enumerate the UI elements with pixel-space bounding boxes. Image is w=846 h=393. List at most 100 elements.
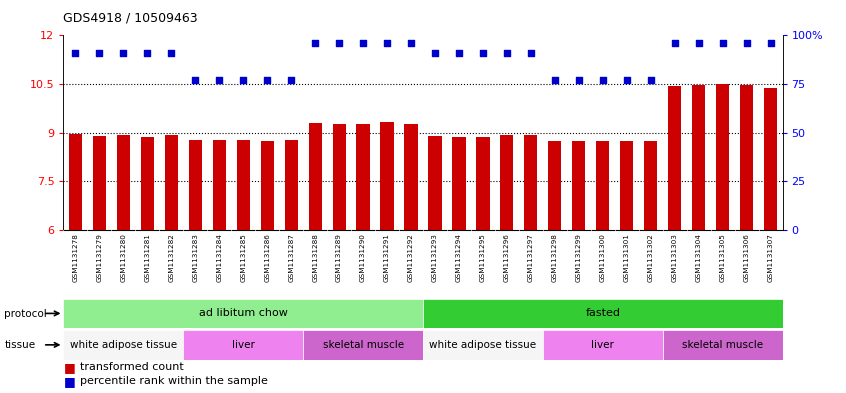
Text: tissue: tissue bbox=[4, 340, 36, 350]
Text: GSM1131307: GSM1131307 bbox=[767, 233, 773, 282]
Point bbox=[236, 77, 250, 83]
Text: GSM1131301: GSM1131301 bbox=[624, 233, 629, 282]
Bar bbox=[572, 141, 585, 230]
Text: GSM1131283: GSM1131283 bbox=[192, 233, 198, 282]
Bar bbox=[184, 330, 303, 360]
Point bbox=[620, 77, 634, 83]
Point bbox=[92, 50, 106, 56]
Bar bbox=[63, 330, 184, 360]
Point bbox=[428, 50, 442, 56]
Point bbox=[140, 50, 154, 56]
Point bbox=[452, 50, 465, 56]
Point bbox=[261, 77, 274, 83]
Bar bbox=[309, 123, 321, 230]
Point bbox=[716, 40, 729, 46]
Point bbox=[644, 77, 657, 83]
Text: GSM1131293: GSM1131293 bbox=[432, 233, 438, 282]
Point bbox=[667, 40, 681, 46]
Bar bbox=[356, 124, 370, 230]
Bar bbox=[69, 134, 82, 230]
Bar bbox=[93, 136, 106, 230]
Bar bbox=[284, 140, 298, 230]
Bar bbox=[740, 84, 753, 230]
Text: liver: liver bbox=[232, 340, 255, 350]
Text: fasted: fasted bbox=[585, 309, 620, 318]
Text: GSM1131294: GSM1131294 bbox=[456, 233, 462, 282]
Bar bbox=[525, 135, 537, 230]
Text: GSM1131284: GSM1131284 bbox=[217, 233, 222, 282]
Text: transformed count: transformed count bbox=[80, 362, 184, 373]
Text: GSM1131285: GSM1131285 bbox=[240, 233, 246, 282]
Bar bbox=[117, 135, 130, 230]
Text: GSM1131302: GSM1131302 bbox=[648, 233, 654, 282]
Point bbox=[356, 40, 370, 46]
Text: GSM1131292: GSM1131292 bbox=[408, 233, 414, 282]
Text: skeletal muscle: skeletal muscle bbox=[682, 340, 763, 350]
Text: GSM1131298: GSM1131298 bbox=[552, 233, 558, 282]
Bar bbox=[476, 136, 490, 230]
Text: GSM1131304: GSM1131304 bbox=[695, 233, 701, 282]
Bar bbox=[404, 123, 418, 230]
Bar bbox=[548, 141, 562, 230]
Text: GSM1131280: GSM1131280 bbox=[120, 233, 126, 282]
Point bbox=[332, 40, 346, 46]
Bar bbox=[423, 299, 783, 328]
Point bbox=[476, 50, 490, 56]
Text: GSM1131299: GSM1131299 bbox=[576, 233, 582, 282]
Text: skeletal muscle: skeletal muscle bbox=[322, 340, 404, 350]
Text: GSM1131279: GSM1131279 bbox=[96, 233, 102, 282]
Text: GSM1131281: GSM1131281 bbox=[145, 233, 151, 282]
Bar bbox=[668, 86, 681, 230]
Point bbox=[189, 77, 202, 83]
Bar bbox=[644, 141, 657, 230]
Text: GSM1131278: GSM1131278 bbox=[73, 233, 79, 282]
Bar bbox=[596, 141, 609, 230]
Bar bbox=[212, 140, 226, 230]
Point bbox=[764, 40, 777, 46]
Point bbox=[164, 50, 178, 56]
Point bbox=[548, 77, 562, 83]
Text: protocol: protocol bbox=[4, 309, 47, 319]
Text: liver: liver bbox=[591, 340, 614, 350]
Bar bbox=[63, 299, 423, 328]
Text: GSM1131290: GSM1131290 bbox=[360, 233, 366, 282]
Text: GSM1131289: GSM1131289 bbox=[336, 233, 342, 282]
Text: GSM1131291: GSM1131291 bbox=[384, 233, 390, 282]
Text: GSM1131300: GSM1131300 bbox=[600, 233, 606, 282]
Text: GSM1131305: GSM1131305 bbox=[720, 233, 726, 282]
Text: GSM1131288: GSM1131288 bbox=[312, 233, 318, 282]
Point bbox=[524, 50, 537, 56]
Text: GDS4918 / 10509463: GDS4918 / 10509463 bbox=[63, 12, 198, 25]
Bar bbox=[261, 141, 274, 230]
Bar bbox=[428, 136, 442, 230]
Text: GSM1131306: GSM1131306 bbox=[744, 233, 750, 282]
Point bbox=[739, 40, 753, 46]
Text: white adipose tissue: white adipose tissue bbox=[430, 340, 536, 350]
Bar bbox=[423, 330, 543, 360]
Bar bbox=[620, 141, 634, 230]
Point bbox=[284, 77, 298, 83]
Point bbox=[117, 50, 130, 56]
Text: ■: ■ bbox=[63, 375, 75, 388]
Bar bbox=[237, 140, 250, 230]
Bar bbox=[189, 140, 202, 230]
Point bbox=[212, 77, 226, 83]
Bar bbox=[140, 136, 154, 230]
Bar bbox=[500, 135, 514, 230]
Text: white adipose tissue: white adipose tissue bbox=[70, 340, 177, 350]
Text: GSM1131297: GSM1131297 bbox=[528, 233, 534, 282]
Bar bbox=[716, 84, 729, 230]
Point bbox=[692, 40, 706, 46]
Bar bbox=[381, 122, 393, 230]
Text: GSM1131282: GSM1131282 bbox=[168, 233, 174, 282]
Text: GSM1131296: GSM1131296 bbox=[504, 233, 510, 282]
Point bbox=[572, 77, 585, 83]
Text: GSM1131295: GSM1131295 bbox=[480, 233, 486, 282]
Bar bbox=[453, 137, 465, 230]
Text: ■: ■ bbox=[63, 361, 75, 374]
Point bbox=[380, 40, 393, 46]
Bar bbox=[332, 123, 346, 230]
Point bbox=[500, 50, 514, 56]
Bar bbox=[165, 135, 178, 230]
Bar bbox=[692, 84, 706, 230]
